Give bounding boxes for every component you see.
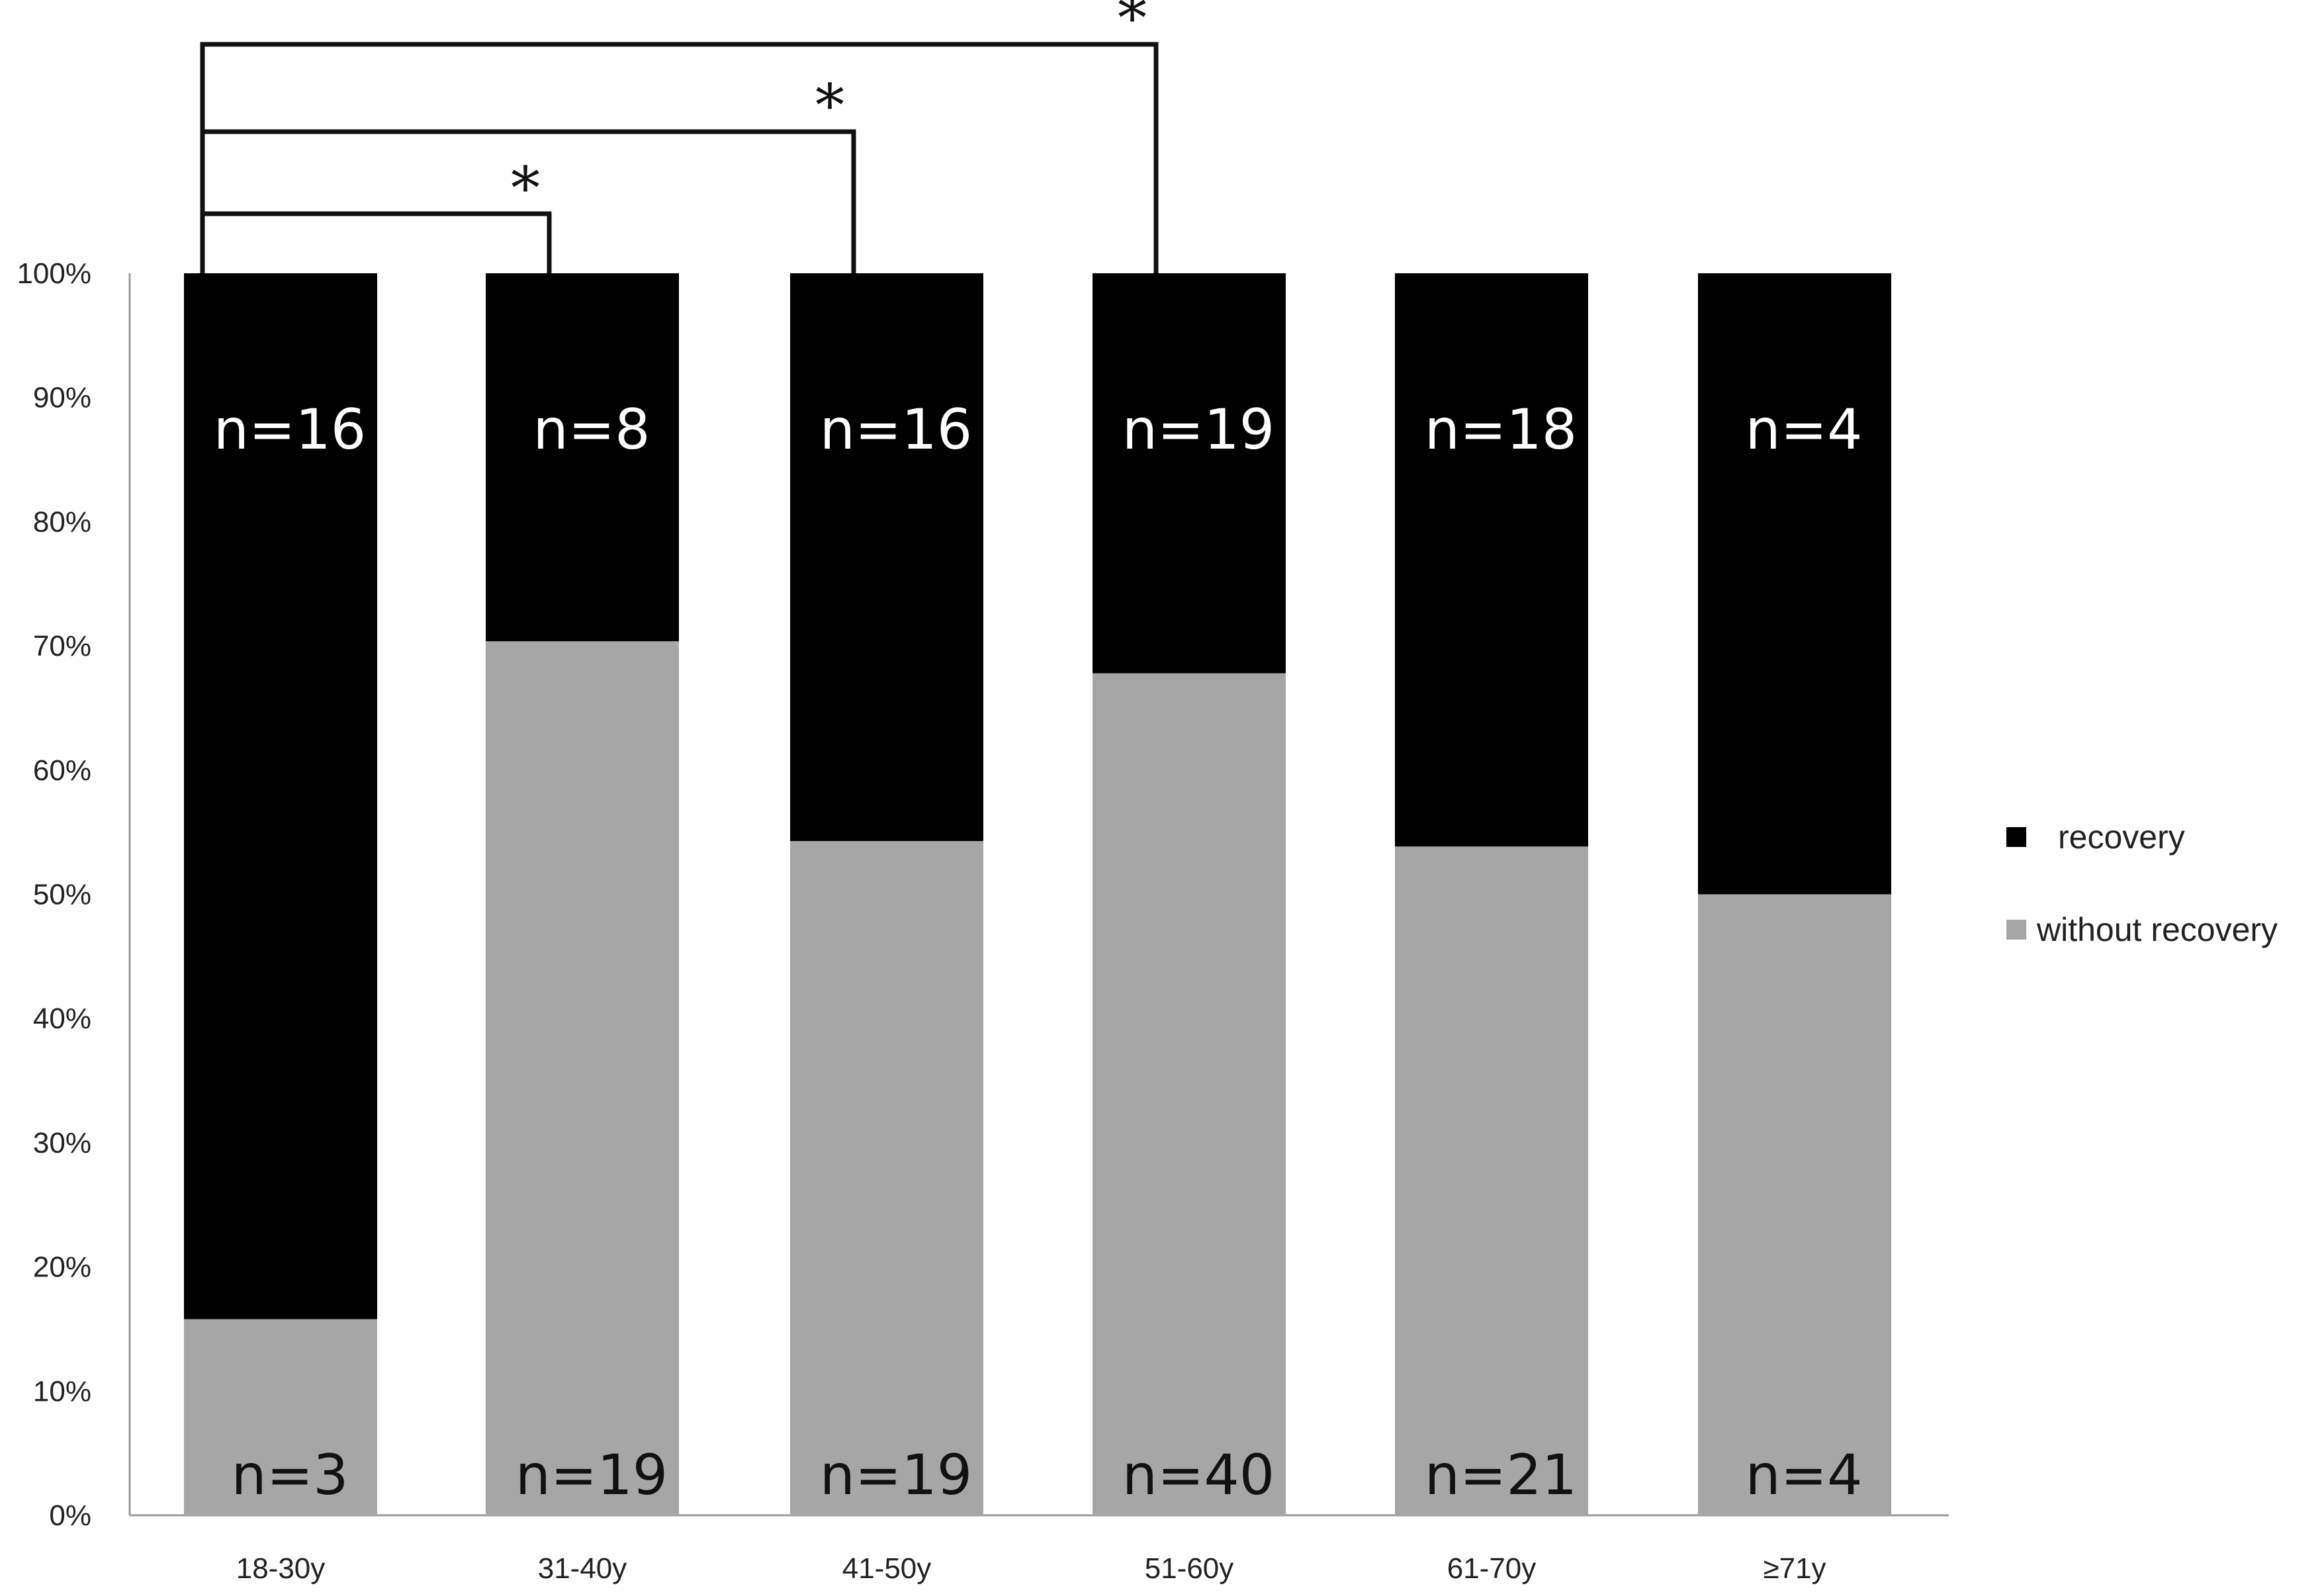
- y-tick-label: 100%: [17, 257, 91, 290]
- significance-star: *: [815, 71, 844, 140]
- legend-recovery-label: recovery: [2058, 819, 2185, 856]
- y-tick-label: 50%: [33, 879, 91, 911]
- significance-brackets: * * *: [200, 0, 1159, 273]
- x-tick-label: 18-30y: [236, 1552, 326, 1585]
- axes: 0% 10% 20% 30% 40% 50% 60% 70% 80% 90% 100% 18-30y 3…: [17, 257, 1949, 1585]
- significance-star: *: [1118, 0, 1147, 52]
- bar-without-recovery: [1093, 673, 1286, 1515]
- bar-label-recovery: n=8: [533, 397, 650, 462]
- y-tick-label: 80%: [33, 506, 91, 538]
- bar-labels: n=16 n=3 n=8 n=19 n=16 n=19 n=19 n=40 n=18 n=21 n=…: [214, 397, 1863, 1507]
- x-tick-label: 31-40y: [538, 1552, 627, 1585]
- x-tick-label: ≥71y: [1763, 1552, 1826, 1585]
- bar-without-recovery: [790, 841, 983, 1515]
- bar-without-recovery: [1395, 846, 1588, 1515]
- bar-label-recovery: n=4: [1745, 397, 1862, 462]
- bar-recovery: [790, 273, 983, 842]
- bar-recovery: [184, 273, 377, 1319]
- bar-label-recovery: n=16: [214, 397, 367, 462]
- bar-label-without-recovery: n=3: [231, 1442, 348, 1507]
- bar-without-recovery: [1698, 894, 1891, 1515]
- y-tick-label: 40%: [33, 1002, 91, 1035]
- bar-label-without-recovery: n=40: [1122, 1442, 1275, 1507]
- y-tick-label: 0%: [49, 1499, 91, 1532]
- x-tick-label: 51-60y: [1145, 1552, 1234, 1585]
- bar-label-without-recovery: n=19: [820, 1442, 973, 1507]
- x-tick-label: 41-50y: [842, 1552, 932, 1585]
- bars: [184, 273, 1891, 1515]
- bar-label-without-recovery: n=19: [515, 1442, 668, 1507]
- y-tick-label: 90%: [33, 382, 91, 414]
- bar-without-recovery: [184, 1319, 377, 1515]
- legend-without-recovery-label: without recovery: [2036, 911, 2278, 948]
- bar-recovery: [1698, 273, 1891, 895]
- x-tick-label: 61-70y: [1447, 1552, 1537, 1585]
- bar-label-without-recovery: n=21: [1425, 1442, 1578, 1507]
- y-tick-label: 60%: [33, 754, 91, 787]
- significance-bracket: [200, 211, 552, 273]
- bar-label-recovery: n=19: [1122, 397, 1275, 462]
- bar-recovery: [1395, 273, 1588, 847]
- bar-recovery: [486, 273, 679, 642]
- legend: recovery without recovery: [2006, 819, 2278, 948]
- legend-without-recovery-swatch: [2006, 920, 2026, 940]
- y-tick-label: 20%: [33, 1251, 91, 1284]
- bar-without-recovery: [486, 641, 679, 1515]
- bar-label-without-recovery: n=4: [1745, 1442, 1862, 1507]
- bar-recovery: [1093, 273, 1286, 674]
- y-tick-label: 70%: [33, 630, 91, 662]
- legend-recovery-swatch: [2006, 827, 2026, 847]
- significance-bracket: [200, 42, 1159, 273]
- bar-label-recovery: n=16: [820, 397, 973, 462]
- y-tick-label: 10%: [33, 1375, 91, 1407]
- y-tick-label: 30%: [33, 1127, 91, 1159]
- bar-label-recovery: n=18: [1425, 397, 1578, 462]
- significance-star: *: [511, 154, 540, 222]
